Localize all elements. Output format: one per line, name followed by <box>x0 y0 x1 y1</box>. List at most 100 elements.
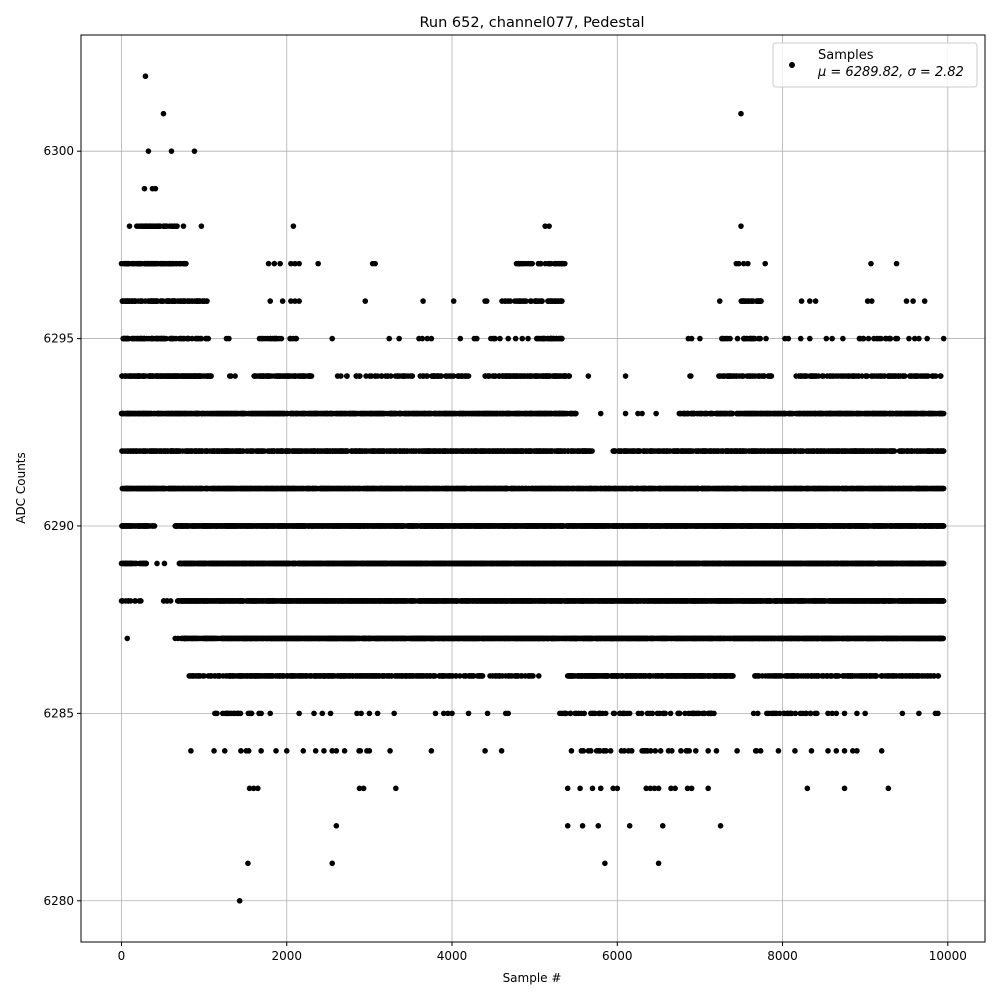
data-point <box>208 373 214 379</box>
data-point <box>152 185 159 192</box>
data-point <box>174 223 180 229</box>
data-point <box>293 335 300 342</box>
data-point <box>539 298 545 304</box>
data-point <box>507 298 514 304</box>
data-point <box>419 335 426 342</box>
data-point <box>205 335 212 342</box>
data-point <box>290 223 297 229</box>
data-point <box>465 373 472 379</box>
data-point <box>738 110 744 117</box>
data-point <box>420 298 426 304</box>
data-point <box>409 373 416 379</box>
data-point <box>474 335 480 342</box>
data-point <box>529 260 535 267</box>
data-point <box>910 298 916 304</box>
data-point <box>860 335 867 342</box>
data-point <box>716 298 723 304</box>
data-point <box>823 335 830 342</box>
data-point <box>226 335 232 342</box>
data-point <box>807 335 813 342</box>
data-point <box>163 335 169 342</box>
data-point <box>798 298 805 304</box>
data-point <box>812 298 819 304</box>
data-point <box>937 373 944 379</box>
data-point <box>450 298 457 304</box>
data-point <box>450 373 457 379</box>
data-point <box>762 260 768 267</box>
data-point <box>160 110 167 117</box>
data-point <box>878 335 884 342</box>
data-point <box>232 373 238 379</box>
data-point <box>180 223 187 229</box>
data-point <box>278 335 285 342</box>
data-point <box>589 448 595 454</box>
data-point <box>292 260 298 267</box>
data-point <box>525 335 531 342</box>
data-point <box>145 148 152 154</box>
data-points <box>118 73 947 904</box>
data-point <box>497 335 503 342</box>
data-point <box>559 335 565 342</box>
data-point <box>151 523 158 529</box>
data-point <box>386 335 393 342</box>
data-point <box>512 335 519 342</box>
data-point <box>183 260 189 267</box>
data-point <box>573 410 579 417</box>
data-point <box>829 335 835 342</box>
data-point <box>653 410 659 417</box>
data-point <box>296 298 302 304</box>
data-point <box>940 335 947 342</box>
data-point <box>362 298 369 304</box>
data-point <box>763 335 769 342</box>
data-point <box>738 223 744 229</box>
data-point <box>622 373 629 379</box>
data-point <box>329 335 336 342</box>
data-point <box>740 260 747 267</box>
data-point <box>916 335 922 342</box>
data-point <box>925 373 931 379</box>
data-point <box>864 298 871 304</box>
data-point <box>559 298 565 304</box>
data-point <box>865 335 872 342</box>
data-point <box>483 298 490 304</box>
data-point <box>903 298 910 304</box>
data-point <box>887 335 894 342</box>
data-point <box>372 260 378 267</box>
data-point <box>891 448 898 454</box>
data-point <box>807 298 813 304</box>
data-point <box>622 410 629 417</box>
data-point <box>597 410 604 417</box>
data-point <box>906 335 912 342</box>
data-point <box>688 373 694 379</box>
data-point <box>868 260 874 267</box>
data-point <box>797 335 804 342</box>
data-point <box>315 260 321 267</box>
data-point <box>519 335 526 342</box>
data-point <box>840 335 846 342</box>
data-point <box>924 335 930 342</box>
data-point <box>292 298 298 304</box>
data-point <box>424 373 431 379</box>
data-point <box>864 373 871 379</box>
data-point <box>566 373 573 379</box>
data-point <box>396 335 402 342</box>
data-point <box>768 373 775 379</box>
data-point <box>745 260 751 267</box>
data-point <box>523 298 529 304</box>
data-point <box>542 223 548 229</box>
data-point <box>585 373 592 379</box>
data-point <box>198 335 205 342</box>
data-point <box>940 485 947 492</box>
data-point <box>267 298 274 304</box>
data-point <box>265 260 272 267</box>
data-point <box>734 335 741 342</box>
data-point <box>308 373 315 379</box>
data-point <box>492 335 498 342</box>
data-point <box>785 335 792 342</box>
data-point <box>639 410 645 417</box>
data-point <box>921 298 928 304</box>
data-point <box>894 335 901 342</box>
data-point <box>911 335 918 342</box>
data-point <box>758 298 764 304</box>
